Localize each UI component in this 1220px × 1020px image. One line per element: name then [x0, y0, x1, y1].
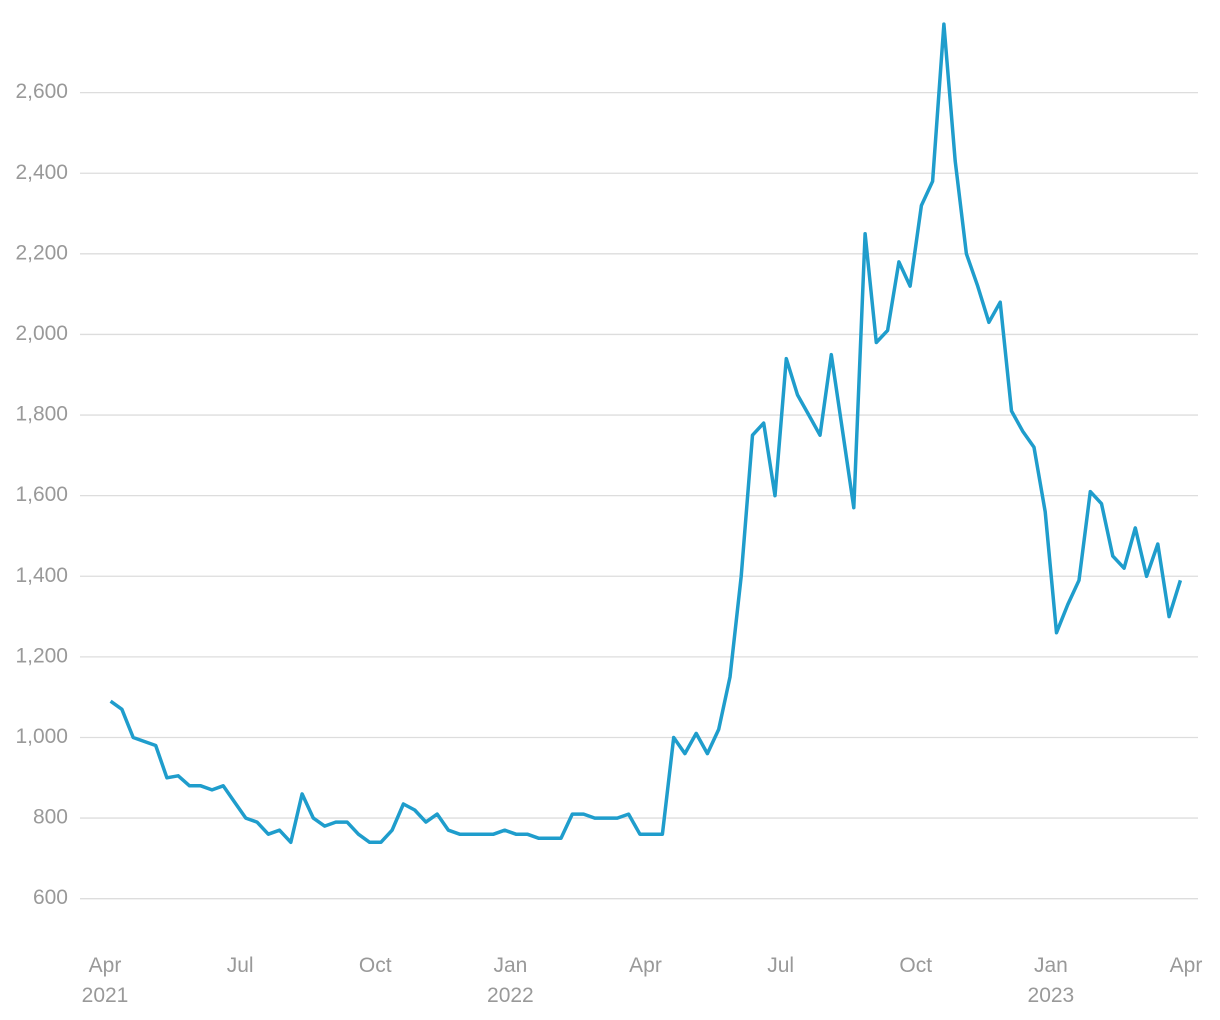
x-tick-label-line: 2023 — [1028, 984, 1075, 1007]
y-tick-label: 800 — [33, 806, 68, 829]
x-tick-label: Apr — [629, 954, 662, 977]
x-tick-label-line: Apr — [629, 954, 662, 977]
x-tick-label-line: Oct — [359, 954, 392, 977]
x-tick-label-line: Apr — [1170, 954, 1203, 977]
x-tick-label: Oct — [359, 954, 392, 977]
x-tick-label: Apr 2021 — [82, 954, 129, 1007]
x-tick-label-line: Jul — [227, 954, 254, 977]
y-tick-label: 2,600 — [15, 80, 68, 103]
x-tick-label-line: Jan — [493, 954, 527, 977]
x-tick-label: Jan 2023 — [1028, 954, 1075, 1007]
x-tick-label: Jan 2022 — [487, 954, 534, 1007]
y-tick-label: 2,000 — [15, 322, 68, 345]
x-tick-label-line: 2022 — [487, 984, 534, 1007]
line — [109, 22, 1183, 845]
y-tick-label: 1,200 — [15, 644, 68, 667]
x-tick-label-line: Jan — [1034, 954, 1068, 977]
y-tick-label: 600 — [33, 886, 68, 909]
y-tick-label: 1,400 — [15, 564, 68, 587]
y-tick-label: 2,400 — [15, 161, 68, 184]
x-tick-label: Oct — [899, 954, 932, 977]
x-tick-label-line: Apr — [89, 954, 122, 977]
x-tick-label: Jul — [767, 954, 794, 977]
y-tick-label: 2,200 — [15, 241, 68, 264]
y-tick-label: 1,600 — [15, 483, 68, 506]
x-tick-label-line: Jul — [767, 954, 794, 977]
y-tick-label: 1,800 — [15, 403, 68, 426]
x-tick-label: Apr — [1170, 954, 1203, 977]
x-tick-label-line: Oct — [899, 954, 932, 977]
x-tick-label: Jul — [227, 954, 254, 977]
y-tick-label: 1,000 — [15, 725, 68, 748]
x-tick-label-line: 2021 — [82, 984, 129, 1007]
